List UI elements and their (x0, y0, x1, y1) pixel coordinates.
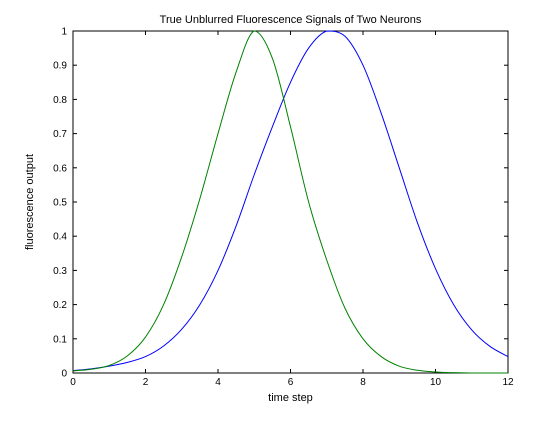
x-tick-label: 10 (430, 377, 442, 388)
series-group (72, 30, 509, 374)
y-axis-label: fluorescence output (24, 154, 36, 250)
x-tick-label: 8 (360, 377, 366, 388)
axis-ticks: 0 2 4 6 8 10 12 0 0.1 0.2 0.3 0.4 0.5 0.6 0.7 0.8 0.9 1 (53, 27, 514, 389)
y-tick-label: 1 (61, 27, 67, 38)
x-tick-label: 2 (143, 377, 149, 388)
y-tick-label: 0.4 (53, 232, 67, 243)
y-tick-label: 0.3 (53, 266, 67, 277)
y-tick-label: 0.5 (53, 198, 67, 209)
y-tick-label: 0.2 (53, 300, 67, 311)
x-tick-label: 0 (70, 377, 76, 388)
y-tick-label: 0.9 (53, 61, 67, 72)
y-tick-label: 0 (61, 369, 67, 380)
plot-area (72, 30, 509, 374)
series-line-2 (72, 30, 508, 374)
x-axis-label: time step (268, 392, 313, 404)
y-tick-label: 0.1 (53, 334, 67, 345)
x-tick-label: 4 (215, 377, 221, 388)
x-tick-label: 12 (502, 377, 514, 388)
series-line-1 (72, 30, 509, 372)
y-tick-label: 0.7 (53, 129, 67, 140)
x-tick-label: 6 (288, 377, 294, 388)
y-tick-label: 0.8 (53, 95, 67, 106)
y-tick-label: 0.6 (53, 163, 67, 174)
chart-title: True Unblurred Fluorescence Signals of T… (160, 14, 422, 26)
